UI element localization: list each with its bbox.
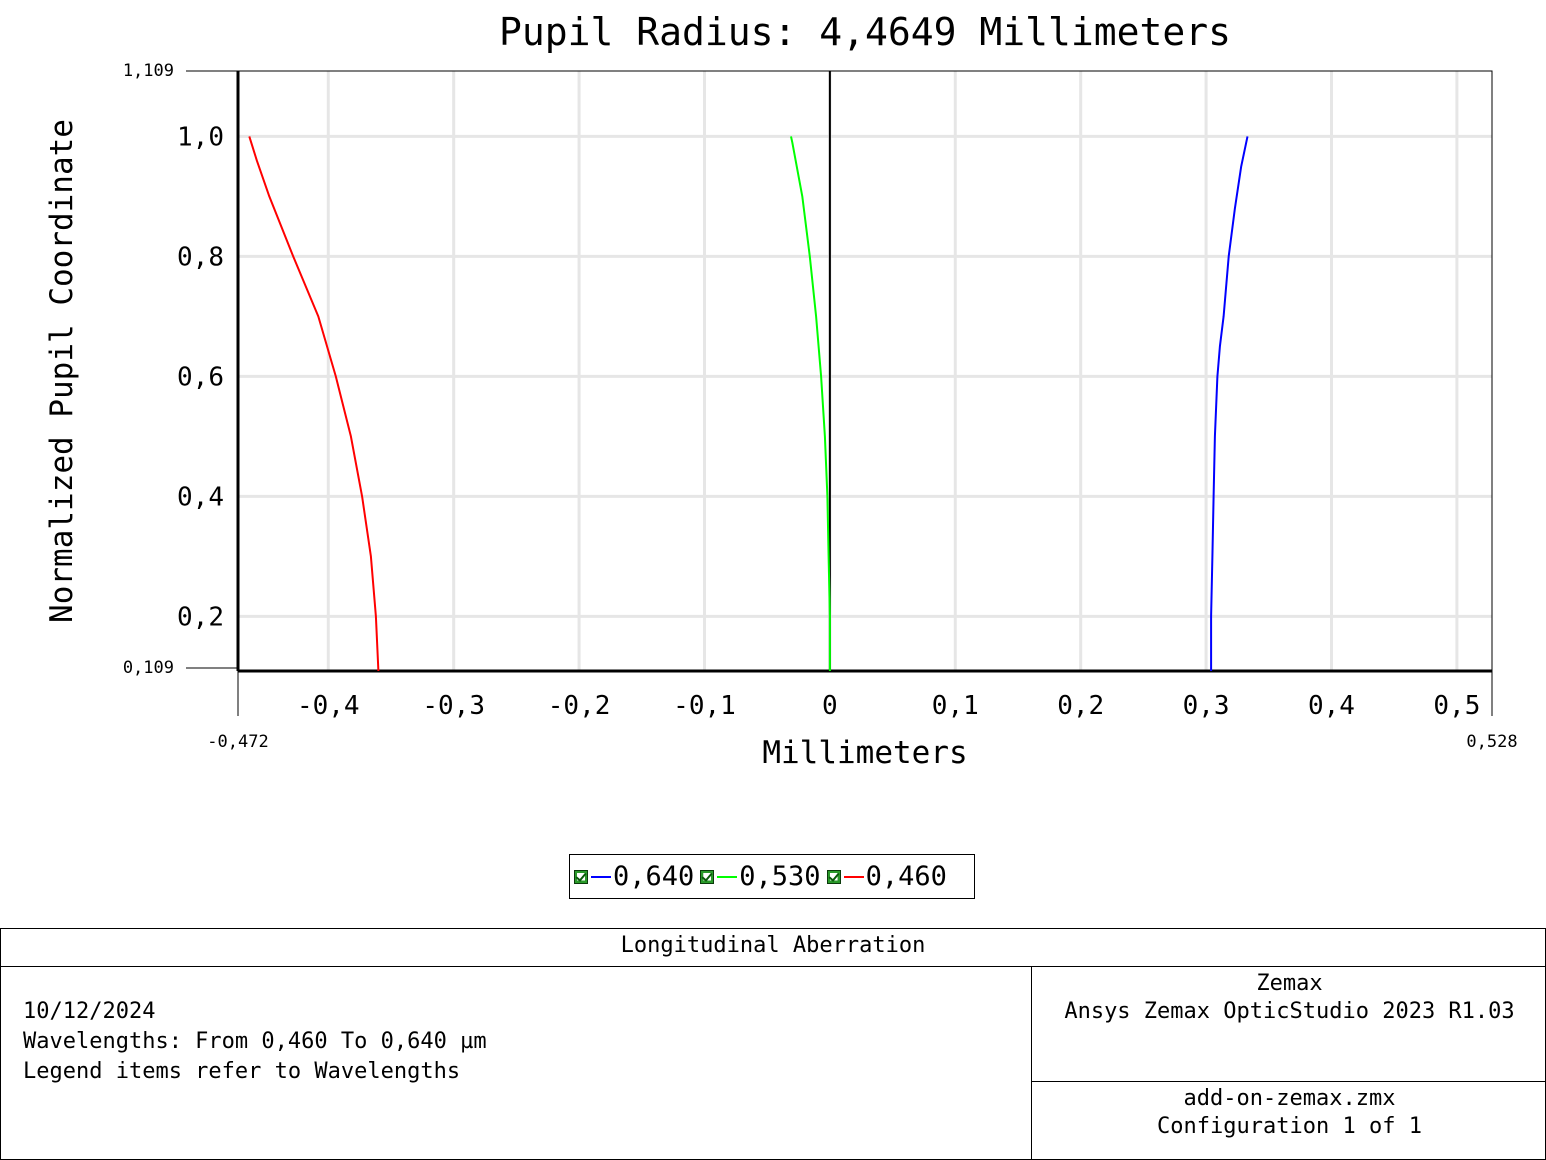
footer-configuration: Configuration 1 of 1 (1157, 1114, 1422, 1139)
chart-legend: 0,640 0,530 0,460 (569, 854, 975, 899)
x-min-label: -0,472 (207, 732, 268, 752)
legend-item-0460[interactable]: 0,460 (826, 861, 947, 892)
footer-info-panel: Zemax Ansys Zemax OpticStudio 2023 R1.03… (1031, 966, 1546, 1160)
series-line-0460 (248, 136, 380, 672)
series-line-0530 (790, 136, 831, 671)
legend-label: 0,530 (739, 861, 821, 892)
legend-swatch-green (717, 875, 738, 878)
info-footer: Longitudinal Aberration 10/12/2024 Wavel… (0, 928, 1546, 1160)
plot-frame (237, 70, 1493, 672)
x-tick-label: 0,2 (1057, 691, 1104, 721)
checkbox-icon[interactable] (574, 869, 588, 884)
x-tick-label: -0,1 (673, 691, 736, 721)
x-tick-label: 0,1 (932, 691, 979, 721)
x-axis-label: Millimeters (762, 735, 967, 771)
chart-title: Pupil Radius: 4,4649 Millimeters (499, 10, 1231, 54)
y-min-label: 0,109 (123, 658, 174, 678)
x-tick-label: -0,2 (548, 691, 611, 721)
x-tick-label: 0,4 (1308, 691, 1355, 721)
x-tick-label: 0,3 (1183, 691, 1230, 721)
footer-date: 10/12/2024 (23, 999, 156, 1024)
footer-legend-note: Legend items refer to Wavelengths (23, 1059, 461, 1084)
footer-company: Zemax (1256, 971, 1323, 996)
x-max-label: 0,528 (1466, 732, 1517, 752)
legend-label: 0,640 (613, 861, 695, 892)
legend-swatch-blue (591, 875, 611, 878)
y-tick-label: 1,0 (177, 122, 224, 152)
checkbox-icon[interactable] (826, 869, 841, 884)
y-axis-label: Normalized Pupil Coordinate (44, 119, 80, 623)
y-tick-label: 0,8 (177, 242, 224, 272)
legend-swatch-red (843, 875, 864, 878)
footer-details: 10/12/2024 Wavelengths: From 0,460 To 0,… (23, 997, 487, 1087)
x-tick-label: 0 (822, 691, 838, 721)
x-tick-label: 0,5 (1433, 691, 1480, 721)
footer-software-block: Zemax Ansys Zemax OpticStudio 2023 R1.03 (1032, 966, 1546, 1082)
footer-file-block: add-on-zemax.zmx Configuration 1 of 1 (1032, 1083, 1546, 1141)
y-tick-label: 0,2 (177, 602, 224, 632)
legend-item-0640[interactable]: 0,640 (574, 861, 694, 892)
y-max-label: 1,109 (123, 61, 174, 81)
footer-wavelengths: Wavelengths: From 0,460 To 0,640 µm (23, 1029, 487, 1054)
y-tick-label: 0,6 (177, 362, 224, 392)
y-tick-label: 0,4 (177, 482, 224, 512)
footer-software: Ansys Zemax OpticStudio 2023 R1.03 (1064, 999, 1515, 1024)
series-line-0640 (1210, 136, 1249, 671)
legend-item-0530[interactable]: 0,530 (700, 861, 821, 892)
analysis-title: Longitudinal Aberration (1, 929, 1545, 967)
longitudinal-aberration-chart: Pupil Radius: 4,4649 Millimeters -0,4 -0,3… (44, 10, 1518, 771)
checkbox-icon[interactable] (700, 869, 715, 884)
x-tick-label: -0,4 (297, 691, 360, 721)
legend-label: 0,460 (865, 861, 947, 892)
footer-file: add-on-zemax.zmx (1183, 1086, 1396, 1111)
x-tick-label: -0,3 (422, 691, 485, 721)
